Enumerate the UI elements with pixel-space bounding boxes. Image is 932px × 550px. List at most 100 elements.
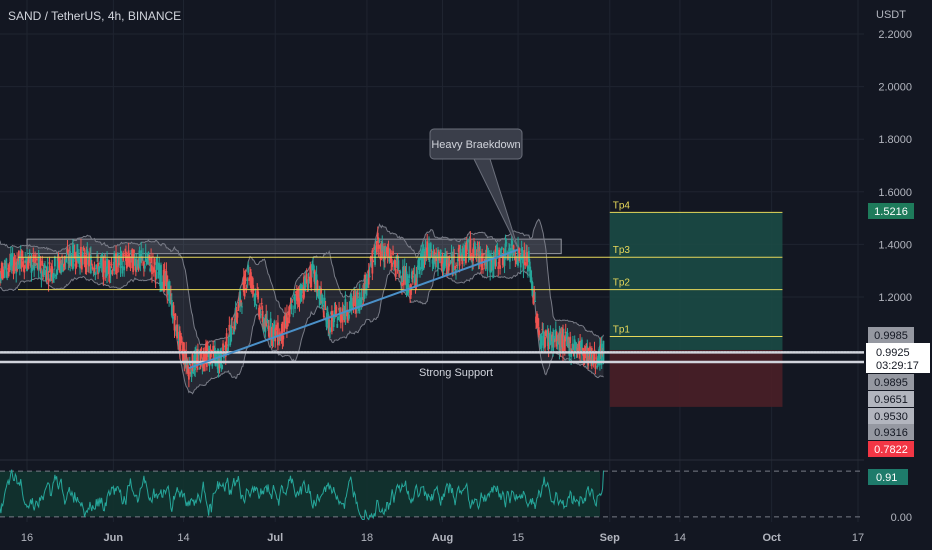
candle-body bbox=[363, 283, 366, 300]
candle-body bbox=[7, 268, 10, 270]
candle-body bbox=[250, 272, 252, 289]
candle-body bbox=[247, 265, 250, 273]
candle-body bbox=[254, 293, 257, 298]
candle-body bbox=[461, 254, 464, 265]
candle-body bbox=[372, 261, 375, 263]
candle-body bbox=[190, 369, 193, 378]
price-tick-label: 2.2000 bbox=[878, 29, 912, 41]
time-tick-label: 14 bbox=[674, 532, 686, 544]
candle-body bbox=[471, 259, 474, 263]
candle-body bbox=[500, 248, 502, 258]
price-axis-unit: USDT bbox=[876, 9, 906, 21]
candle-body bbox=[80, 253, 83, 270]
profit-zone[interactable] bbox=[609, 212, 783, 350]
candle-body bbox=[277, 322, 279, 346]
price-badge-bg bbox=[868, 391, 914, 407]
price-tick-label: 1.6000 bbox=[878, 187, 912, 199]
candle-body bbox=[524, 262, 527, 266]
ascending-trendline[interactable] bbox=[188, 248, 519, 369]
candle-body bbox=[598, 345, 601, 366]
candle-body bbox=[482, 268, 484, 270]
candle-body bbox=[48, 261, 51, 265]
candle-body bbox=[27, 257, 30, 264]
candle-body bbox=[353, 295, 356, 297]
candle-body bbox=[380, 247, 383, 258]
candle-body bbox=[368, 276, 371, 278]
oscillator-current-bg bbox=[868, 469, 908, 485]
candle-body bbox=[86, 249, 89, 253]
candle-body bbox=[301, 285, 304, 290]
candle-body bbox=[521, 250, 524, 259]
candle-body bbox=[188, 362, 191, 366]
candle-body bbox=[151, 265, 153, 275]
candle-body bbox=[116, 265, 118, 273]
candle-body bbox=[110, 264, 113, 266]
candle-body bbox=[390, 255, 393, 264]
oscillator-line bbox=[0, 469, 604, 521]
candle-body bbox=[40, 271, 43, 279]
candle-body bbox=[28, 252, 31, 255]
candle-body bbox=[504, 243, 507, 258]
candle-body bbox=[17, 261, 19, 270]
oscillator-pane bbox=[0, 469, 864, 521]
candle-body bbox=[369, 256, 372, 260]
candle-body bbox=[278, 332, 281, 342]
candle-body bbox=[291, 301, 294, 303]
price-badge: 0.9316 bbox=[874, 427, 908, 439]
support-label: Strong Support bbox=[419, 367, 493, 379]
candle-body bbox=[462, 247, 465, 256]
candle-body bbox=[135, 260, 138, 268]
candle-body bbox=[414, 282, 417, 287]
candle-body bbox=[463, 258, 465, 262]
candle-body bbox=[512, 245, 515, 249]
candle-body bbox=[116, 253, 119, 266]
candle-body bbox=[284, 314, 287, 326]
candle-body bbox=[464, 245, 467, 263]
candle-body bbox=[438, 251, 440, 256]
candle-body bbox=[174, 313, 177, 317]
candle-body bbox=[62, 263, 64, 272]
candle-body bbox=[432, 251, 435, 267]
candle-body bbox=[244, 277, 247, 282]
candle-body bbox=[140, 250, 143, 263]
candle-body bbox=[520, 248, 523, 252]
candle-body bbox=[522, 257, 525, 271]
candle-body bbox=[277, 341, 280, 344]
candle-body bbox=[552, 336, 555, 351]
candle-body bbox=[245, 287, 248, 289]
candle-body bbox=[39, 258, 42, 272]
candle-body bbox=[32, 254, 35, 262]
callout-box[interactable] bbox=[429, 128, 523, 160]
candle-body bbox=[437, 249, 439, 269]
position-tool[interactable] bbox=[609, 212, 783, 407]
candle-body bbox=[106, 258, 108, 276]
loss-zone[interactable] bbox=[609, 349, 783, 407]
candle-body bbox=[556, 341, 559, 345]
candle-body bbox=[268, 325, 270, 337]
candle-body bbox=[413, 274, 416, 284]
candle-body bbox=[393, 259, 396, 268]
drawing-lines[interactable]: Tp4 Tp3 Tp2 Tp1 Strong Support bbox=[0, 200, 864, 379]
candle-body bbox=[320, 288, 322, 295]
candle-body bbox=[11, 252, 14, 264]
candle-body bbox=[46, 266, 49, 272]
candle-body bbox=[568, 339, 571, 356]
price-tick-label: 1.2000 bbox=[878, 292, 912, 304]
candle-body bbox=[292, 313, 295, 315]
candle-body bbox=[529, 269, 532, 283]
candle-body bbox=[228, 324, 231, 331]
candle-body bbox=[324, 308, 327, 310]
candle-body bbox=[449, 260, 452, 264]
candle-body bbox=[67, 261, 70, 264]
annotation-callout[interactable]: Heavy Braekdown bbox=[429, 128, 523, 249]
candle-body bbox=[300, 289, 303, 302]
candle-body bbox=[555, 332, 558, 347]
candle-body bbox=[195, 354, 197, 358]
candle-body bbox=[576, 346, 579, 353]
candle-body bbox=[157, 271, 160, 279]
candle-body bbox=[388, 257, 391, 262]
candle-body bbox=[312, 264, 314, 266]
candle-body bbox=[257, 291, 260, 300]
candle-body bbox=[169, 294, 172, 296]
